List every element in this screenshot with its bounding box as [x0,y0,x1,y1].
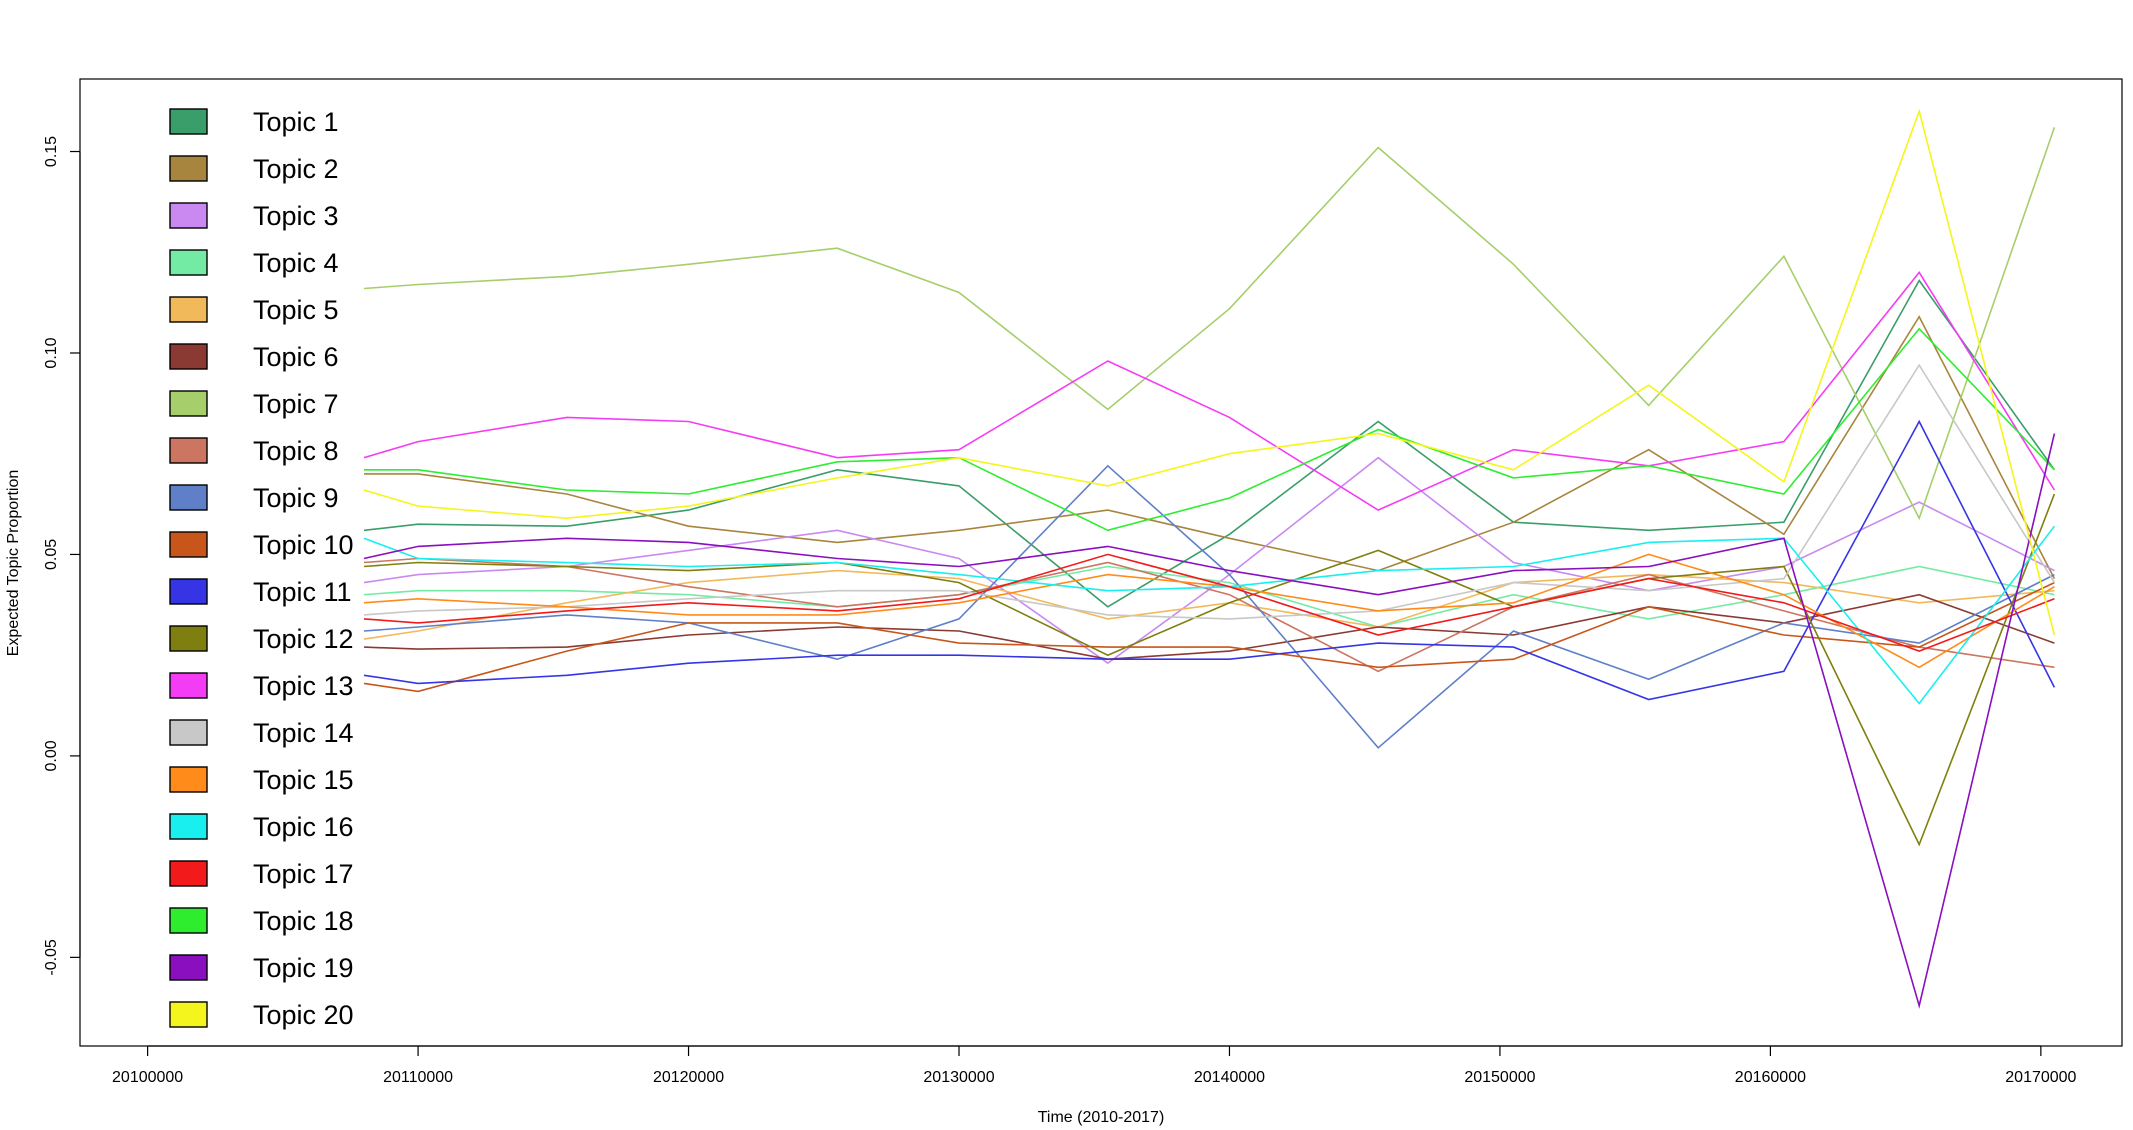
x-tick-label: 20100000 [112,1069,183,1086]
series-line-topic-7 [363,127,2056,521]
x-axis: 20100000 20110000 20120000 20130000 20140000… [112,1045,2077,1086]
legend: Topic 1 Topic 2 Topic 3 Topic 4 Topic 5 Topic… [169,107,354,1030]
legend-swatch-topic-6 [169,343,208,370]
legend-swatch-topic-1 [169,108,208,135]
x-tick-label: 20130000 [923,1069,994,1086]
series-lines [363,108,2056,1009]
legend-swatch-topic-12 [169,625,208,652]
legend-label-topic-4: Topic 4 [253,248,339,278]
legend-label-topic-12: Topic 12 [253,624,354,654]
legend-swatch-topic-17 [169,860,208,887]
legend-label-topic-8: Topic 8 [253,436,339,466]
legend-label-topic-17: Topic 17 [253,859,354,889]
legend-label-topic-3: Topic 3 [253,201,339,231]
y-tick-label: 0.15 [43,136,60,167]
legend-label-topic-1: Topic 1 [253,107,339,137]
x-tick-label: 20120000 [653,1069,724,1086]
x-axis-title: Time (2010-2017) [1038,1109,1165,1126]
legend-label-topic-15: Topic 15 [253,765,354,795]
legend-label-topic-11: Topic 11 [253,577,352,607]
legend-swatch-topic-8 [169,437,208,464]
legend-swatch-topic-19 [169,954,208,981]
series-line-topic-14 [363,363,2056,620]
legend-swatch-topic-2 [169,155,208,182]
legend-label-topic-10: Topic 10 [253,530,354,560]
legend-swatch-topic-11 [169,578,208,605]
legend-label-topic-20: Topic 20 [253,1000,354,1030]
series-line-topic-12 [363,493,2056,847]
x-tick-label: 20140000 [1194,1069,1265,1086]
legend-swatch-topic-14 [169,719,208,746]
x-tick-label: 20160000 [1735,1069,1806,1086]
series-line-topic-9 [363,464,2055,749]
legend-swatch-topic-18 [169,907,208,934]
y-tick-label: 0.00 [43,740,60,771]
series-line-topic-18 [364,327,2055,532]
y-tick-label: -0.05 [43,939,60,976]
y-tick-label: 0.10 [43,337,60,368]
series-line-topic-6 [363,593,2055,661]
legend-swatch-topic-9 [169,484,208,511]
legend-swatch-topic-20 [169,1001,208,1028]
legend-label-topic-5: Topic 5 [253,295,339,325]
legend-label-topic-16: Topic 16 [253,812,354,842]
x-tick-label: 20110000 [383,1069,453,1086]
legend-label-topic-9: Topic 9 [253,483,339,513]
y-axis: -0.05 0.00 0.05 0.10 0.15 [43,136,81,976]
legend-label-topic-7: Topic 7 [253,389,339,419]
legend-swatch-topic-5 [169,296,208,323]
legend-swatch-topic-16 [169,813,208,840]
series-line-topic-13 [363,271,2056,512]
legend-swatch-topic-13 [169,672,208,699]
x-tick-label: 20170000 [2005,1069,2076,1086]
series-line-topic-8 [363,557,2055,673]
series-line-topic-16 [363,525,2056,705]
series-line-topic-15 [363,553,2055,669]
legend-label-topic-19: Topic 19 [253,953,354,983]
series-line-topic-10 [363,581,2055,693]
legend-label-topic-13: Topic 13 [253,671,354,701]
legend-label-topic-14: Topic 14 [253,718,354,748]
x-tick-label: 20150000 [1464,1069,1535,1086]
legend-swatch-topic-7 [169,390,208,417]
y-axis-title: Expected Topic Proportion [5,470,22,656]
legend-swatch-topic-3 [169,202,208,229]
legend-swatch-topic-15 [169,766,208,793]
legend-swatch-topic-4 [169,249,208,276]
series-line-topic-2 [364,315,2056,579]
legend-swatch-topic-10 [169,531,208,558]
legend-label-topic-18: Topic 18 [253,906,354,936]
legend-label-topic-2: Topic 2 [253,154,339,184]
series-line-topic-17 [363,553,2055,652]
legend-label-topic-6: Topic 6 [253,342,339,372]
series-line-topic-20 [363,108,2056,636]
series-line-topic-19 [363,433,2056,1009]
y-tick-label: 0.05 [43,539,60,570]
series-line-topic-11 [363,419,2056,701]
